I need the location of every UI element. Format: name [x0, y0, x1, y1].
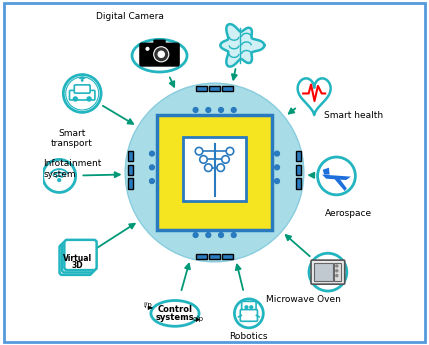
- Polygon shape: [335, 177, 347, 191]
- FancyBboxPatch shape: [311, 260, 345, 284]
- Circle shape: [226, 147, 234, 155]
- Ellipse shape: [151, 300, 199, 326]
- Circle shape: [195, 147, 203, 155]
- FancyBboxPatch shape: [154, 40, 165, 47]
- FancyBboxPatch shape: [222, 254, 233, 259]
- FancyBboxPatch shape: [140, 43, 179, 66]
- Text: i/p: i/p: [144, 302, 153, 307]
- FancyBboxPatch shape: [128, 165, 133, 175]
- Circle shape: [336, 270, 338, 272]
- Circle shape: [219, 233, 224, 237]
- Circle shape: [250, 306, 253, 308]
- Circle shape: [82, 80, 83, 81]
- FancyBboxPatch shape: [242, 301, 256, 312]
- Text: Control: Control: [157, 305, 193, 314]
- FancyBboxPatch shape: [69, 90, 95, 100]
- FancyBboxPatch shape: [62, 242, 94, 273]
- Circle shape: [275, 165, 279, 170]
- FancyBboxPatch shape: [60, 245, 92, 275]
- Circle shape: [157, 50, 165, 58]
- Circle shape: [66, 77, 99, 110]
- Circle shape: [275, 179, 279, 184]
- Circle shape: [206, 108, 211, 112]
- FancyBboxPatch shape: [196, 254, 207, 259]
- Circle shape: [206, 233, 211, 237]
- Circle shape: [43, 159, 76, 193]
- FancyBboxPatch shape: [183, 137, 246, 201]
- Circle shape: [231, 108, 236, 112]
- FancyBboxPatch shape: [334, 263, 341, 281]
- Circle shape: [73, 96, 78, 102]
- Text: systems: systems: [156, 313, 194, 322]
- Text: o/p: o/p: [193, 316, 204, 322]
- FancyBboxPatch shape: [209, 86, 220, 91]
- Circle shape: [219, 108, 224, 112]
- FancyBboxPatch shape: [314, 263, 333, 281]
- Circle shape: [234, 299, 263, 328]
- Circle shape: [86, 96, 92, 102]
- Circle shape: [193, 108, 198, 112]
- Polygon shape: [298, 78, 331, 115]
- Circle shape: [336, 275, 338, 277]
- Circle shape: [245, 306, 248, 308]
- FancyBboxPatch shape: [296, 178, 301, 189]
- Polygon shape: [221, 24, 264, 67]
- Circle shape: [63, 75, 101, 112]
- FancyBboxPatch shape: [64, 240, 97, 270]
- Circle shape: [231, 233, 236, 237]
- Polygon shape: [323, 168, 329, 175]
- Ellipse shape: [132, 39, 187, 72]
- Circle shape: [222, 156, 229, 163]
- Circle shape: [217, 164, 224, 171]
- Circle shape: [336, 265, 338, 267]
- Circle shape: [150, 151, 154, 156]
- Text: Infotainment
system: Infotainment system: [43, 159, 102, 179]
- Text: Digital Camera: Digital Camera: [96, 12, 164, 21]
- Circle shape: [275, 151, 279, 156]
- Text: Smart
transport: Smart transport: [51, 129, 93, 148]
- FancyBboxPatch shape: [222, 86, 233, 91]
- Text: Virtual: Virtual: [63, 254, 92, 263]
- Text: Microwave Oven: Microwave Oven: [266, 295, 341, 304]
- Circle shape: [193, 233, 198, 237]
- FancyBboxPatch shape: [296, 151, 301, 161]
- Polygon shape: [322, 175, 351, 180]
- FancyBboxPatch shape: [296, 165, 301, 175]
- Circle shape: [150, 165, 154, 170]
- FancyBboxPatch shape: [157, 115, 272, 230]
- FancyBboxPatch shape: [128, 178, 133, 189]
- Text: 3D: 3D: [72, 261, 84, 270]
- Circle shape: [150, 179, 154, 184]
- FancyBboxPatch shape: [74, 85, 90, 93]
- Circle shape: [200, 156, 207, 163]
- Circle shape: [317, 157, 355, 195]
- Text: Robotics: Robotics: [230, 332, 268, 341]
- Text: Aerospace: Aerospace: [324, 209, 372, 218]
- Circle shape: [145, 47, 150, 51]
- Circle shape: [154, 47, 169, 62]
- Text: Smart health: Smart health: [324, 111, 384, 120]
- Circle shape: [125, 83, 304, 262]
- Circle shape: [205, 164, 212, 171]
- Circle shape: [58, 179, 60, 181]
- FancyBboxPatch shape: [196, 86, 207, 91]
- FancyBboxPatch shape: [240, 309, 257, 321]
- Circle shape: [309, 253, 347, 291]
- FancyBboxPatch shape: [128, 151, 133, 161]
- FancyBboxPatch shape: [209, 254, 220, 259]
